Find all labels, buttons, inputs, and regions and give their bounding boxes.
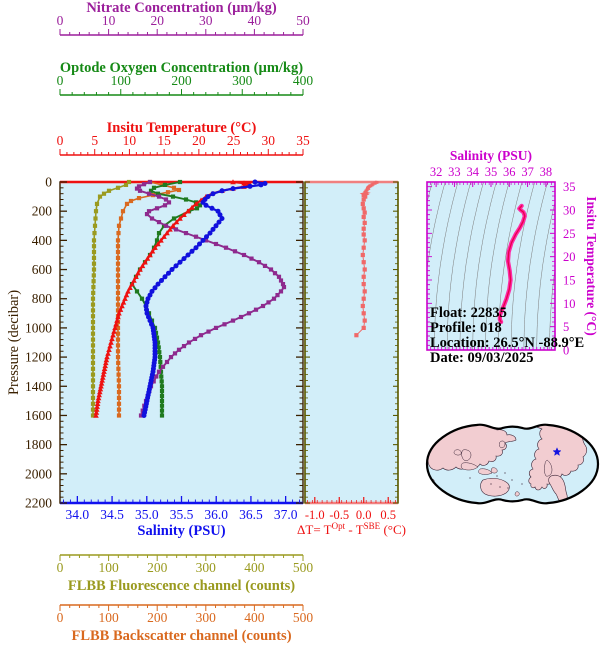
svg-text:2000: 2000 — [25, 466, 52, 481]
svg-text:30: 30 — [563, 204, 576, 218]
svg-text:800: 800 — [32, 291, 53, 306]
svg-text:50: 50 — [296, 13, 310, 28]
svg-text:200: 200 — [171, 73, 192, 88]
svg-text:30: 30 — [262, 133, 276, 148]
svg-text:200: 200 — [147, 610, 168, 625]
svg-text:0.0: 0.0 — [356, 508, 372, 522]
svg-text:1600: 1600 — [25, 408, 52, 423]
svg-text:34.5: 34.5 — [100, 507, 124, 522]
svg-text:Location: 26.5°N -88.9°E: Location: 26.5°N -88.9°E — [430, 335, 584, 351]
svg-text:300: 300 — [232, 73, 253, 88]
svg-text:25: 25 — [227, 133, 241, 148]
svg-text:300: 300 — [196, 610, 217, 625]
svg-text:400: 400 — [244, 560, 265, 575]
svg-text:1000: 1000 — [25, 320, 52, 335]
svg-text:25: 25 — [563, 227, 576, 241]
svg-text:34: 34 — [466, 165, 479, 179]
svg-text:15: 15 — [157, 133, 171, 148]
svg-text:36: 36 — [503, 165, 516, 179]
svg-text:1400: 1400 — [25, 379, 52, 394]
svg-text:200: 200 — [32, 204, 53, 219]
svg-text:Profile: 018: Profile: 018 — [430, 320, 502, 336]
svg-text:35: 35 — [296, 133, 310, 148]
svg-text:0: 0 — [57, 133, 64, 148]
svg-text:1200: 1200 — [25, 350, 52, 365]
svg-text:35: 35 — [563, 180, 576, 194]
svg-text:100: 100 — [98, 560, 119, 575]
svg-text:100: 100 — [111, 73, 132, 88]
svg-text:0: 0 — [45, 175, 52, 190]
svg-text:-1.0: -1.0 — [305, 508, 325, 522]
svg-text:Insitu Temperature (°C): Insitu Temperature (°C) — [584, 196, 599, 335]
svg-text:0.5: 0.5 — [380, 508, 396, 522]
svg-text:FLBB Backscatter channel (coun: FLBB Backscatter channel (counts) — [71, 628, 291, 644]
svg-text:5: 5 — [563, 320, 569, 334]
svg-text:10: 10 — [563, 297, 576, 311]
svg-text:400: 400 — [32, 233, 53, 248]
svg-text:35.5: 35.5 — [170, 507, 194, 522]
svg-text:500: 500 — [293, 610, 314, 625]
svg-text:1800: 1800 — [25, 437, 52, 452]
svg-text:600: 600 — [32, 262, 53, 277]
svg-text:36.0: 36.0 — [204, 507, 228, 522]
svg-text:ΔT= TOpt - TSBE (°C): ΔT= TOpt - TSBE (°C) — [297, 521, 406, 537]
svg-text:400: 400 — [244, 610, 265, 625]
svg-text:40: 40 — [248, 13, 262, 28]
svg-text:Float: 22835: Float: 22835 — [430, 305, 507, 321]
svg-text:2200: 2200 — [25, 496, 52, 511]
svg-text:30: 30 — [199, 13, 213, 28]
svg-text:37.0: 37.0 — [274, 507, 298, 522]
svg-text:32: 32 — [430, 165, 443, 179]
svg-text:Salinity (PSU): Salinity (PSU) — [137, 523, 225, 539]
svg-text:34.0: 34.0 — [66, 507, 90, 522]
svg-text:0: 0 — [57, 13, 64, 28]
svg-text:5: 5 — [91, 133, 98, 148]
svg-text:37: 37 — [521, 165, 534, 179]
svg-text:10: 10 — [102, 13, 116, 28]
svg-text:Pressure (decibar): Pressure (decibar) — [6, 290, 22, 395]
svg-text:Date: 09/03/2025: Date: 09/03/2025 — [430, 350, 534, 366]
svg-text:200: 200 — [147, 560, 168, 575]
svg-text:36.5: 36.5 — [239, 507, 263, 522]
svg-text:400: 400 — [293, 73, 314, 88]
svg-text:38: 38 — [540, 165, 553, 179]
svg-text:0: 0 — [57, 73, 64, 88]
svg-text:33: 33 — [448, 165, 461, 179]
svg-text:20: 20 — [150, 13, 164, 28]
svg-text:0: 0 — [57, 560, 64, 575]
svg-text:35: 35 — [485, 165, 498, 179]
svg-text:35.0: 35.0 — [135, 507, 159, 522]
svg-text:20: 20 — [192, 133, 206, 148]
svg-text:Salinity (PSU): Salinity (PSU) — [450, 148, 532, 163]
svg-text:0: 0 — [57, 610, 64, 625]
svg-text:100: 100 — [98, 610, 119, 625]
svg-text:-0.5: -0.5 — [329, 508, 349, 522]
svg-text:15: 15 — [563, 274, 576, 288]
svg-text:FLBB Fluorescence channel (cou: FLBB Fluorescence channel (counts) — [68, 578, 295, 594]
svg-text:20: 20 — [563, 250, 576, 264]
svg-text:500: 500 — [293, 560, 314, 575]
svg-text:300: 300 — [196, 560, 217, 575]
svg-text:10: 10 — [123, 133, 137, 148]
